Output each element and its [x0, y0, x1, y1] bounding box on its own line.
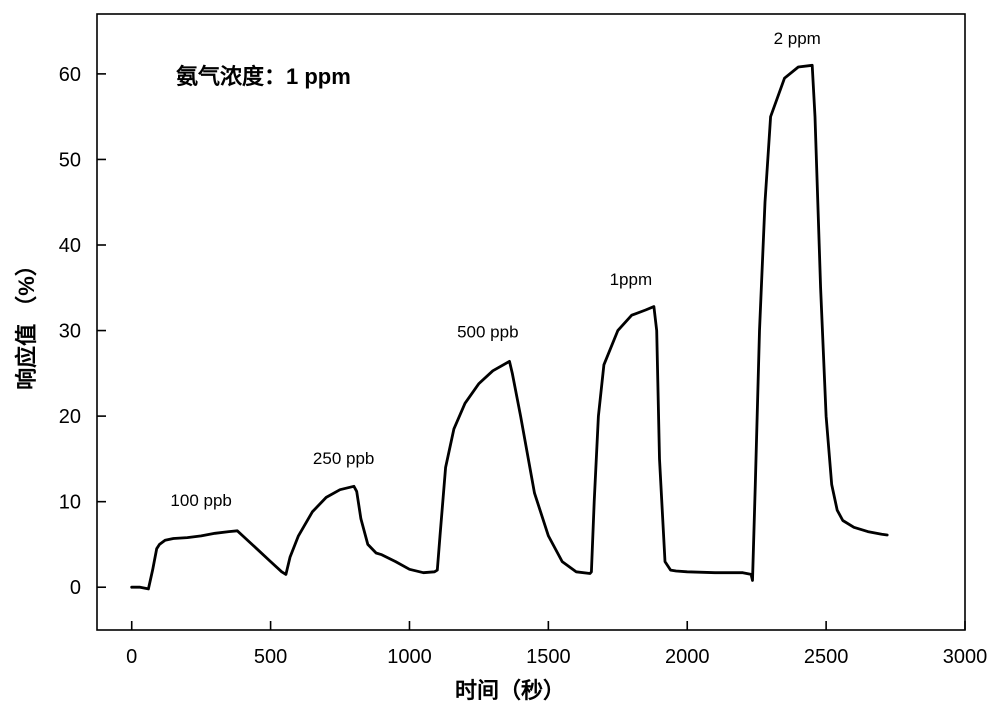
x-tick-label: 1000: [387, 646, 432, 668]
x-axis-title: 时间（秒）: [455, 678, 565, 703]
y-tick-label: 30: [59, 321, 81, 343]
y-tick-label: 10: [59, 492, 81, 514]
y-tick-label: 0: [70, 577, 81, 599]
y-tick-label: 60: [59, 64, 81, 86]
y-tick-label: 40: [59, 235, 81, 257]
annotation-label: 250 ppb: [313, 449, 374, 468]
x-tick-labels: 0 500 1000 1500 2000 2500 3000: [126, 646, 987, 668]
annotation-label: 500 ppb: [457, 322, 518, 341]
x-tick-label: 2500: [804, 646, 849, 668]
x-tick-label: 2000: [665, 646, 710, 668]
y-axis-title: 响应值 （%）: [14, 254, 39, 390]
annotation-label: 1ppm: [610, 270, 653, 289]
plot-frame: [96, 13, 966, 631]
axis-ticks: [97, 73, 966, 630]
y-tick-label: 50: [59, 149, 81, 171]
annotation-label: 100 ppb: [170, 491, 231, 510]
response-curve: [130, 63, 889, 591]
chart-note: 氨气浓度：1 ppm: [176, 64, 351, 89]
concentration-annotations: 100 ppb 250 ppb 500 ppb 1ppm 2 ppm: [170, 29, 820, 510]
annotation-label: 2 ppm: [774, 29, 821, 48]
x-tick-label: 3000: [943, 646, 988, 668]
x-tick-label: 1500: [526, 646, 571, 668]
y-tick-labels: 0 10 20 30 40 50 60: [59, 64, 81, 599]
x-tick-label: 500: [254, 646, 287, 668]
y-tick-label: 20: [59, 406, 81, 428]
x-tick-label: 0: [126, 646, 137, 668]
